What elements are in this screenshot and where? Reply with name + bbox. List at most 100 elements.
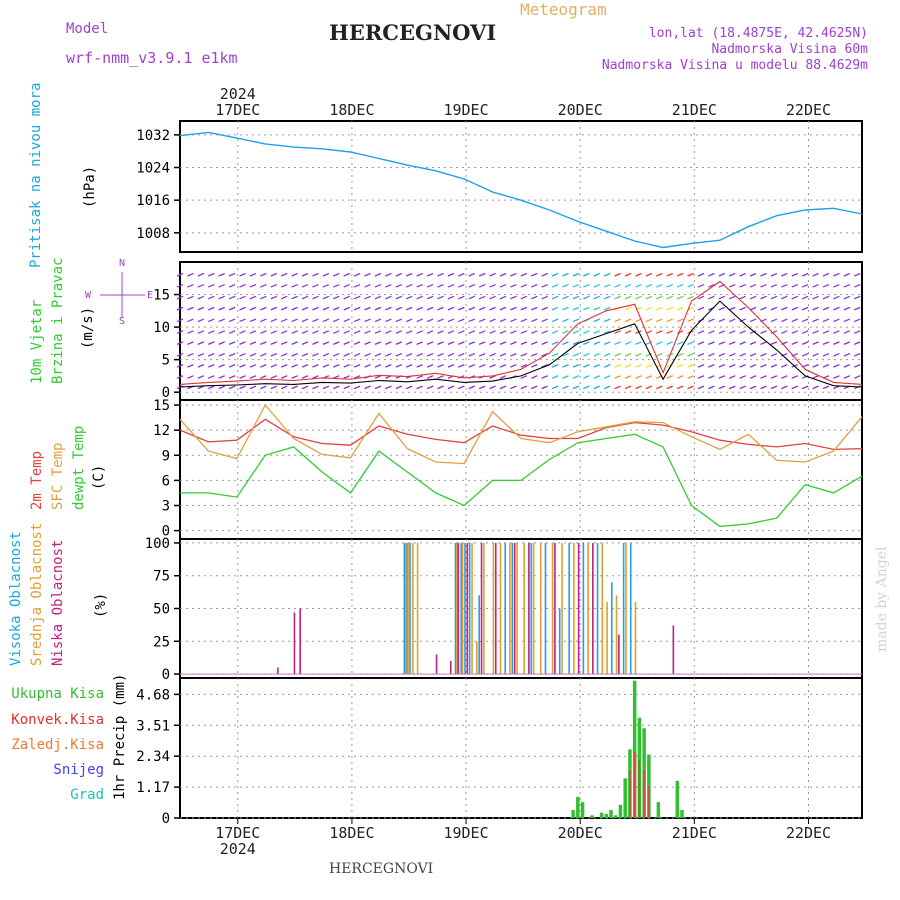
cloud-bar	[558, 608, 561, 675]
cloud-bar	[511, 542, 514, 675]
wind-barb	[322, 295, 330, 300]
wind-barb	[228, 318, 236, 323]
wind-barb	[249, 341, 257, 345]
bottom-day-label: 18DEC	[329, 824, 374, 842]
wind-barb	[291, 272, 298, 277]
wind-barb	[280, 364, 288, 368]
wind-barb	[187, 341, 194, 345]
compass-letter: E	[147, 290, 153, 301]
precip-bar	[618, 804, 623, 818]
wind-barb	[353, 330, 361, 334]
wind-barb	[364, 330, 371, 334]
wind-barb	[374, 306, 382, 311]
wind-barb	[583, 306, 590, 311]
wind-barb	[489, 385, 496, 390]
wind-barb	[833, 364, 840, 368]
wind-barb	[249, 306, 257, 311]
wind-barb	[426, 306, 434, 311]
wind-barb	[395, 283, 403, 288]
wind-barb	[416, 283, 423, 288]
wind-barb	[520, 330, 528, 334]
bottom-day-label: 17DEC	[215, 824, 260, 842]
wind-barb	[249, 295, 257, 300]
y-tick-label: 2.34	[136, 749, 170, 765]
wind-barb	[499, 375, 507, 379]
wind-barb	[635, 341, 642, 345]
wind-barb	[749, 385, 757, 390]
wind-barb	[343, 364, 350, 368]
wind-barb	[416, 330, 423, 334]
wind-barb	[572, 318, 580, 323]
wind-barb	[301, 385, 309, 390]
wind-barb	[624, 385, 632, 390]
wind-barb	[447, 330, 455, 334]
wind-barb	[854, 318, 861, 323]
wind-barb	[458, 364, 465, 368]
wind-barb	[260, 306, 267, 311]
wind-barb	[270, 272, 278, 277]
wind-barb	[708, 364, 715, 368]
cloud-bar	[561, 542, 563, 675]
cloud-bar	[406, 542, 408, 675]
wind-barb	[395, 364, 403, 368]
wind-barb	[437, 306, 444, 311]
wind-barb	[270, 318, 278, 323]
wind-barb	[551, 352, 559, 357]
cloud-bar	[610, 582, 613, 675]
wind-barb	[218, 375, 225, 379]
wind-barb	[208, 375, 215, 379]
wind-barb	[676, 375, 684, 379]
cloud-bar	[293, 612, 296, 675]
wind-barb	[322, 306, 330, 311]
wind-barb	[280, 341, 288, 345]
y-tick-label: 0	[162, 811, 170, 827]
wind-barb	[270, 364, 278, 368]
wind-barb	[749, 341, 757, 345]
wind-barb	[822, 341, 830, 345]
wind-barb	[572, 352, 580, 357]
wind-barb	[645, 306, 653, 311]
wind-barb	[603, 272, 611, 277]
wind-barb	[260, 364, 267, 368]
wind-barb	[541, 352, 548, 357]
wind-barb	[833, 295, 840, 300]
wind-barb	[374, 341, 382, 345]
wind-barb	[833, 272, 840, 277]
wind-barb	[718, 364, 726, 368]
wind-barb	[405, 318, 413, 323]
wind-barb	[312, 375, 319, 379]
wind-barb	[333, 352, 340, 357]
wind-barb	[343, 318, 350, 323]
y-tick-label: 0	[162, 667, 170, 683]
wind-barb	[562, 330, 569, 334]
wind-barb	[353, 385, 361, 390]
wind-barb	[812, 295, 819, 300]
wind-barb	[697, 306, 705, 311]
wind-barb	[718, 341, 726, 345]
wind-barb	[280, 375, 288, 379]
wind-barb	[270, 385, 278, 390]
wind-barb	[656, 272, 663, 277]
wind-barb	[405, 385, 413, 390]
wind-barb	[801, 272, 809, 277]
wind-barb	[749, 375, 757, 379]
wind-barb	[208, 385, 215, 390]
wind-barb	[635, 375, 642, 379]
wind-barb	[218, 352, 225, 357]
wind-barb	[280, 295, 288, 300]
wind-barb	[510, 272, 517, 277]
wind-barb	[208, 364, 215, 368]
wind-barb	[312, 306, 319, 311]
wind-barb	[249, 385, 257, 390]
wind-barb	[458, 283, 465, 288]
wind-barb	[728, 375, 736, 379]
wind-barb	[447, 341, 455, 345]
wind-barb	[562, 306, 569, 311]
cloud-bar	[412, 542, 414, 675]
wind-barb	[301, 318, 309, 323]
wind-barb	[426, 375, 434, 379]
wind-barb	[405, 295, 413, 300]
wind-barb	[572, 295, 580, 300]
top-day-label: 19DEC	[443, 101, 488, 119]
wind-barb	[728, 385, 736, 390]
